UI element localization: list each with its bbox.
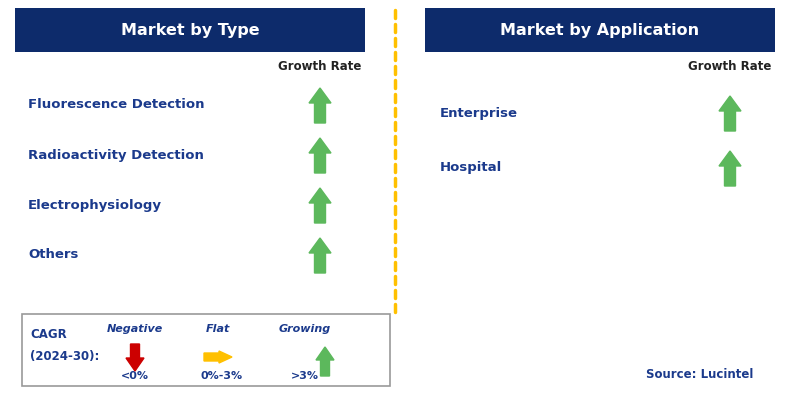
- Text: Growing: Growing: [279, 324, 331, 334]
- Text: Negative: Negative: [107, 324, 163, 334]
- Text: 0%-3%: 0%-3%: [201, 371, 243, 381]
- Polygon shape: [126, 344, 144, 371]
- Polygon shape: [204, 351, 232, 363]
- Polygon shape: [309, 188, 331, 223]
- Text: (2024-30):: (2024-30):: [30, 350, 99, 363]
- Text: Flat: Flat: [206, 324, 230, 334]
- Text: Others: Others: [28, 249, 79, 261]
- Polygon shape: [309, 88, 331, 123]
- Bar: [15, 8, 365, 52]
- Text: Radioactivity Detection: Radioactivity Detection: [28, 148, 204, 162]
- Polygon shape: [309, 238, 331, 273]
- Text: CAGR: CAGR: [30, 328, 67, 341]
- Text: Growth Rate: Growth Rate: [689, 59, 772, 73]
- Polygon shape: [719, 151, 741, 186]
- Text: Market by Type: Market by Type: [120, 22, 259, 38]
- Text: Enterprise: Enterprise: [440, 107, 518, 119]
- Text: Growth Rate: Growth Rate: [279, 59, 362, 73]
- Bar: [22, 314, 390, 386]
- Polygon shape: [316, 347, 334, 376]
- Text: Electrophysiology: Electrophysiology: [28, 198, 162, 211]
- Text: Fluorescence Detection: Fluorescence Detection: [28, 99, 205, 111]
- Bar: [425, 8, 775, 52]
- Polygon shape: [309, 138, 331, 173]
- Text: Source: Lucintel: Source: Lucintel: [646, 369, 754, 381]
- Text: Market by Application: Market by Application: [501, 22, 700, 38]
- Text: <0%: <0%: [121, 371, 149, 381]
- Polygon shape: [719, 96, 741, 131]
- Text: >3%: >3%: [291, 371, 319, 381]
- Text: Hospital: Hospital: [440, 162, 502, 174]
